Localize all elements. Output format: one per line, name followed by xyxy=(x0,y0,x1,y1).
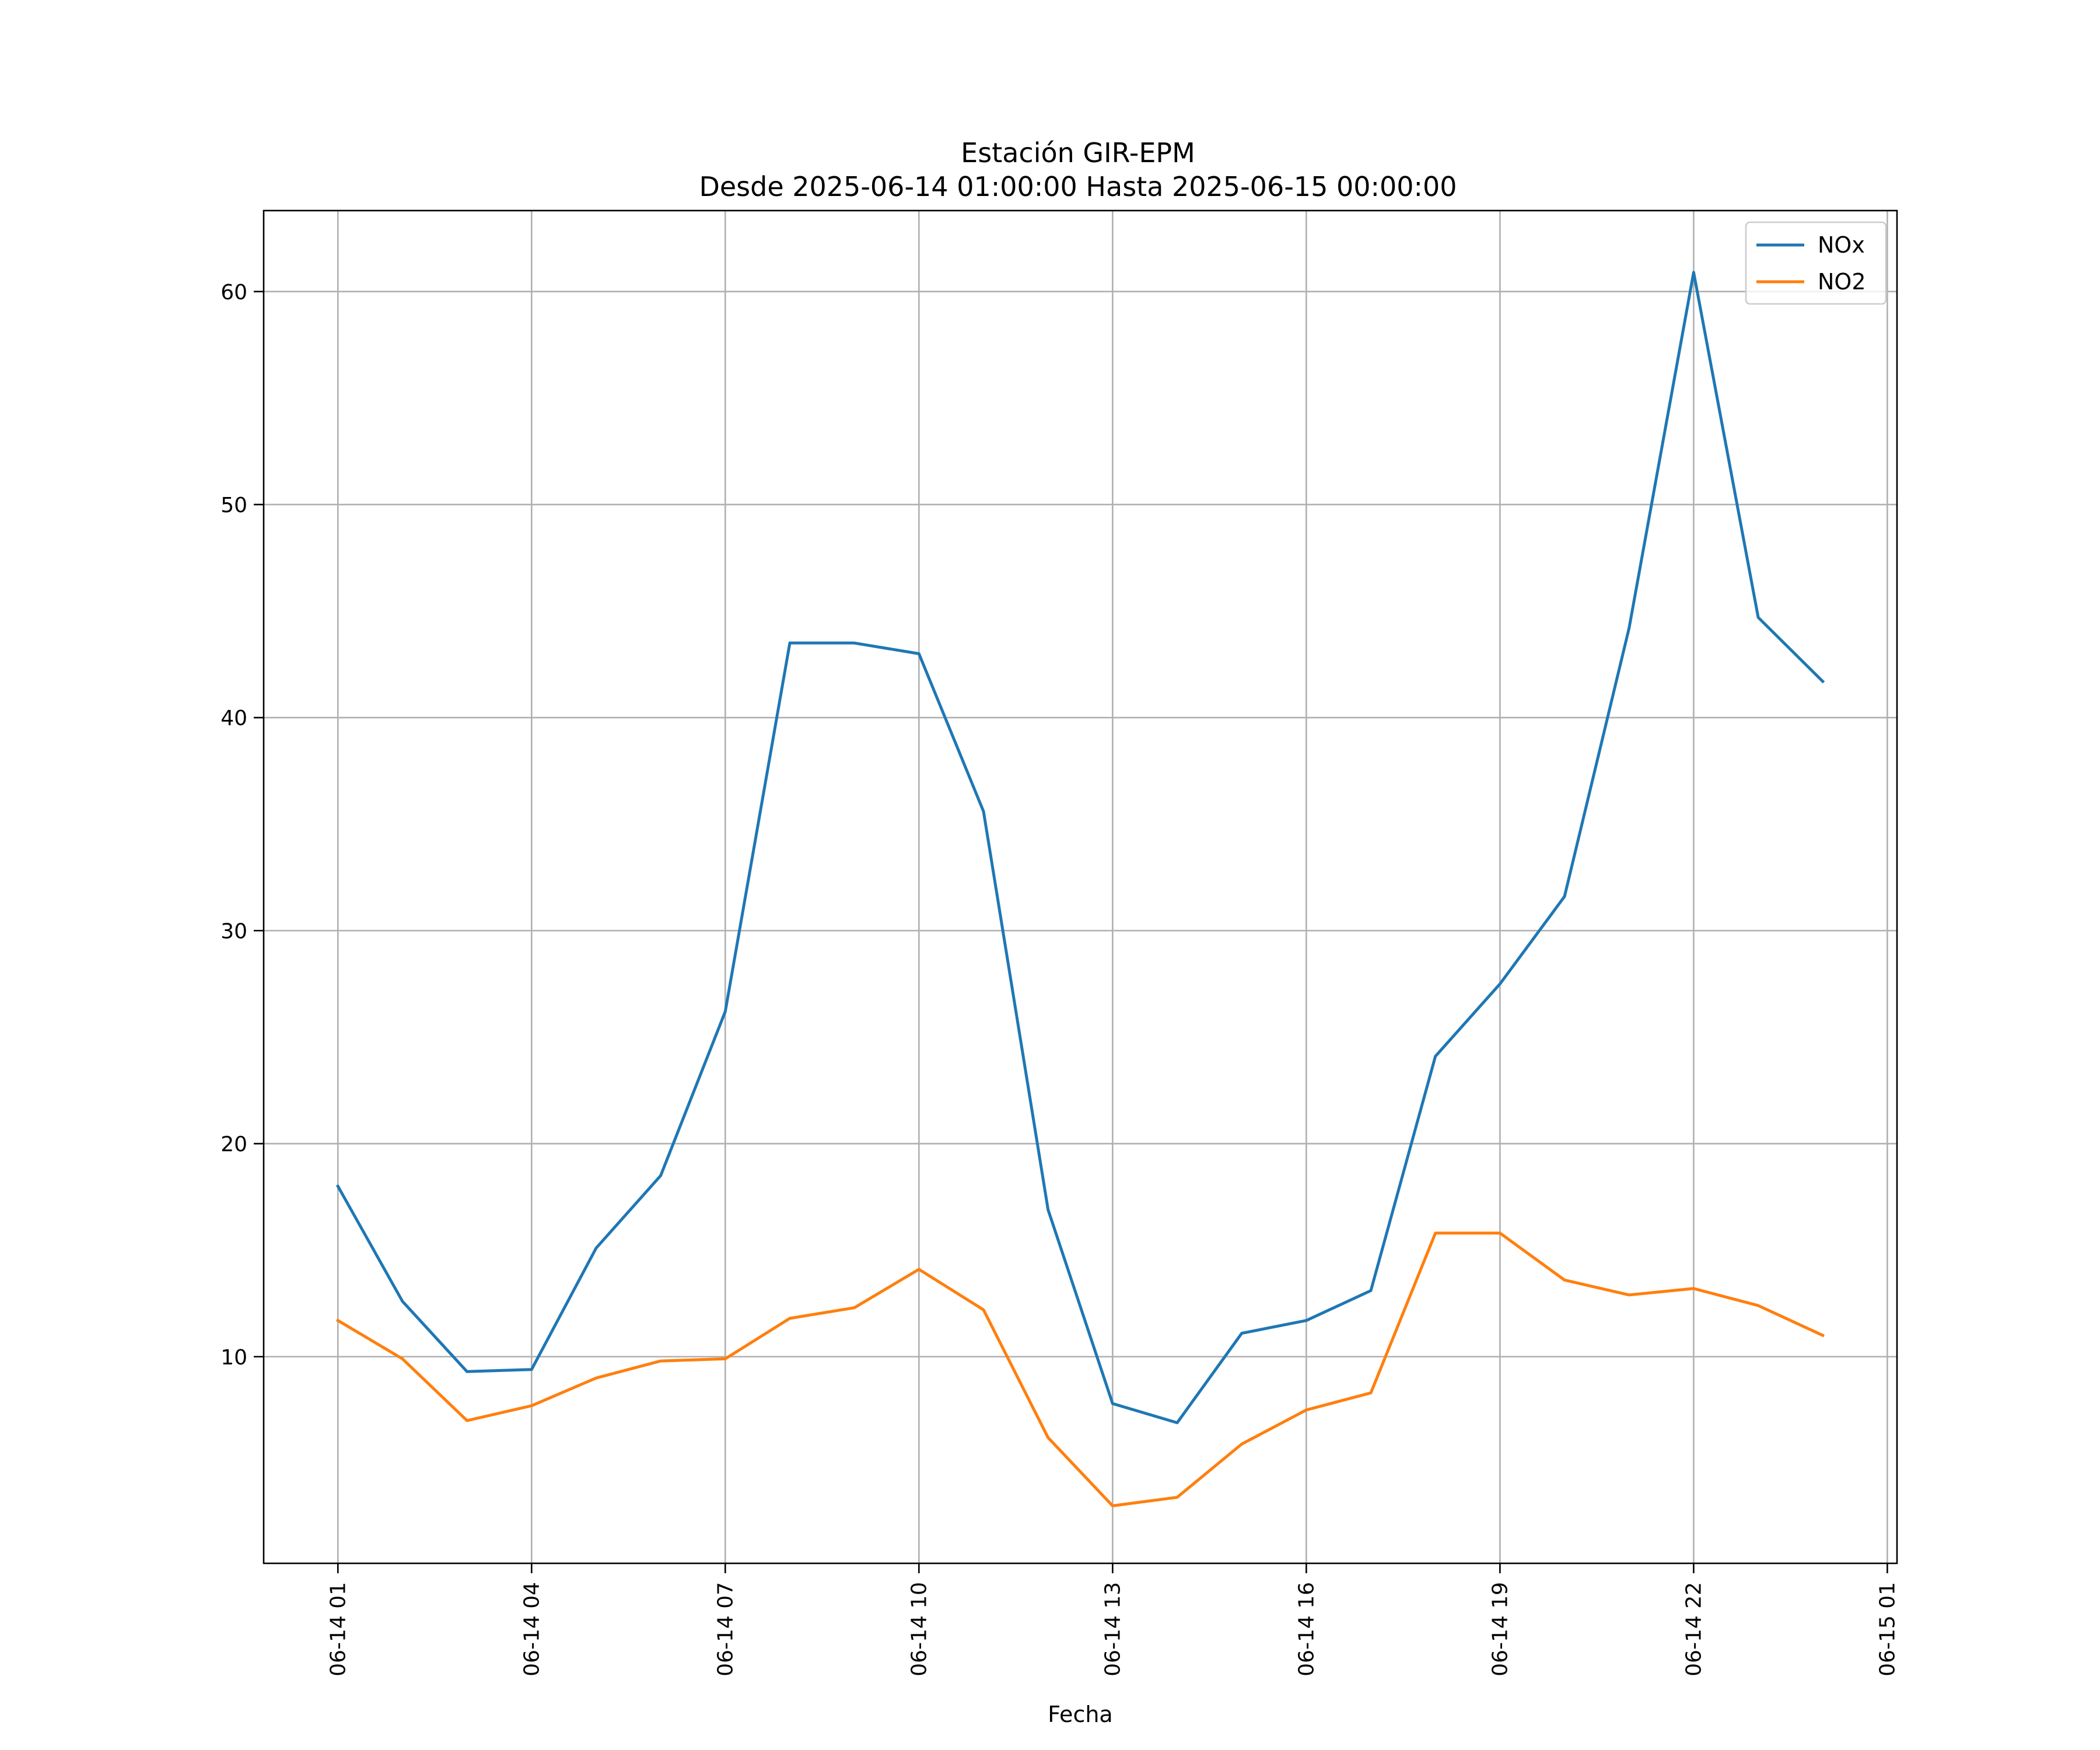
x-tick-label: 06-14 10 xyxy=(907,1582,931,1676)
x-tick-label: 06-14 07 xyxy=(713,1582,737,1676)
x-axis-label: Fecha xyxy=(1048,1702,1112,1727)
y-tick-label: 40 xyxy=(220,706,247,730)
x-axis-ticks: 06-14 01 06-14 04 06-14 07 06-14 10 06-14 13… xyxy=(326,1563,1899,1676)
y-tick-label: 60 xyxy=(220,281,247,304)
chart-subtitle: Desde 2025-06-14 01:00:00 Hasta 2025-06-… xyxy=(699,171,1457,202)
series-line-no2 xyxy=(335,1231,1825,1507)
x-tick-label: 06-14 16 xyxy=(1294,1582,1318,1676)
x-tick-label: 06-14 19 xyxy=(1488,1582,1512,1676)
x-tick-label: 06-14 22 xyxy=(1682,1582,1706,1676)
series-line-nox xyxy=(335,271,1825,1424)
y-axis-ticks: 10 20 30 40 50 60 xyxy=(220,281,264,1370)
y-tick-label: 50 xyxy=(220,494,247,517)
x-tick-label: 06-14 01 xyxy=(326,1582,350,1676)
legend-label-no2: NO2 xyxy=(1818,269,1866,295)
y-tick-label: 10 xyxy=(220,1346,247,1370)
x-tick-label: 06-14 13 xyxy=(1101,1582,1125,1676)
y-tick-label: 30 xyxy=(220,919,247,943)
chart-title: Estación GIR-EPM xyxy=(961,137,1195,169)
legend-box xyxy=(1745,221,1887,305)
y-tick-label: 20 xyxy=(220,1133,247,1157)
grid-lines xyxy=(264,211,1897,1563)
series-lines xyxy=(335,271,1825,1507)
legend: NOx NO2 xyxy=(1745,221,1887,305)
legend-label-nox: NOx xyxy=(1818,232,1865,258)
x-tick-label: 06-15 01 xyxy=(1875,1582,1899,1676)
x-tick-label: 06-14 04 xyxy=(520,1582,544,1676)
plot-frame xyxy=(262,209,1898,1564)
